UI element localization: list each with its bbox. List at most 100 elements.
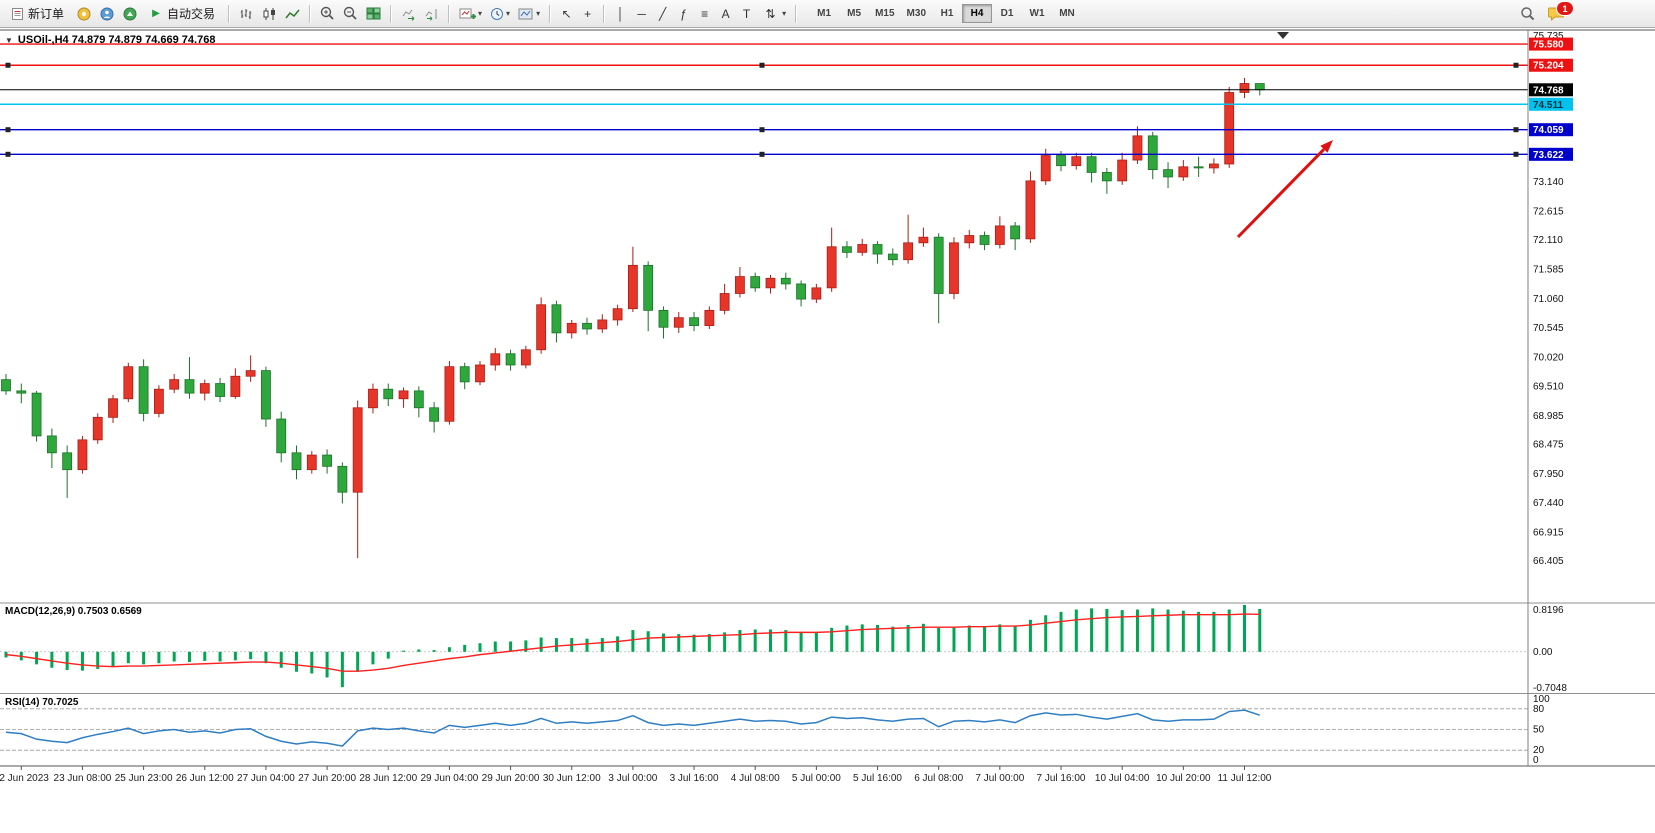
arrows-dropdown[interactable]: ⇅ ▾ [758, 3, 789, 24]
horizontal-line-tool-icon[interactable]: ─ [637, 6, 646, 21]
notifications-button[interactable]: 1 [1548, 1, 1574, 21]
toolbar-separator [309, 4, 312, 23]
svg-text:72.615: 72.615 [1533, 207, 1564, 218]
svg-text:68.475: 68.475 [1533, 440, 1564, 451]
line-chart-type-icon[interactable] [282, 3, 303, 24]
timeframe-button-h4[interactable]: H4 [962, 4, 992, 23]
new-chart-icon [459, 8, 477, 19]
chart-area[interactable]: 75.735 73.140 72.615 72.110 71.585 71.060 70.5… [0, 28, 1655, 833]
svg-text:75.735: 75.735 [1533, 31, 1564, 42]
chart-header: ▼ USOil-,H4 74.879 74.879 74.669 74.768 [5, 34, 215, 46]
svg-text:28 Jun 12:00: 28 Jun 12:00 [359, 773, 417, 784]
levels-tool-icon[interactable]: ≡ [701, 6, 709, 21]
timeframe-button-m15[interactable]: M15 [875, 8, 895, 19]
svg-text:-0.7048: -0.7048 [1533, 683, 1567, 694]
period-dropdown[interactable]: ▾ [487, 6, 513, 22]
search-icon[interactable] [1517, 3, 1538, 24]
svg-text:11 Jul 12:00: 11 Jul 12:00 [1218, 773, 1272, 784]
svg-text:3 Jul 16:00: 3 Jul 16:00 [670, 773, 719, 784]
fibonacci-tool-icon[interactable]: ƒ [680, 6, 687, 21]
chart-symbol-ohlc: USOil-,H4 74.879 74.879 74.669 74.768 [17, 34, 216, 46]
svg-text:71.060: 71.060 [1533, 294, 1564, 305]
horizontal-line-objects[interactable] [0, 43, 1528, 157]
toolbar-separator [390, 4, 393, 23]
svg-text:67.950: 67.950 [1533, 469, 1564, 480]
chart-shift-marker[interactable] [1277, 32, 1289, 39]
autotrading-button[interactable]: ▶ 自动交易 [142, 1, 222, 26]
svg-text:75.580: 75.580 [1533, 40, 1564, 51]
toolbar-separator [603, 4, 606, 23]
svg-text:75.204: 75.204 [1533, 61, 1564, 72]
svg-text:4 Jul 08:00: 4 Jul 08:00 [731, 773, 780, 784]
dropdown-caret-icon: ▾ [506, 8, 511, 18]
tile-windows-icon[interactable] [363, 3, 384, 24]
svg-text:73.140: 73.140 [1533, 177, 1564, 188]
svg-text:72.110: 72.110 [1533, 235, 1563, 246]
svg-text:3 Jul 00:00: 3 Jul 00:00 [608, 773, 657, 784]
crosshair-tool-icon[interactable]: + [584, 6, 592, 21]
candlestick-series [1, 77, 1265, 559]
autotrading-play-icon: ▶ [152, 8, 160, 19]
timeframe-button-w1[interactable]: W1 [1029, 8, 1045, 19]
template-dropdown[interactable]: ▾ [515, 6, 543, 22]
timeframe-button-m30[interactable]: M30 [906, 8, 926, 19]
svg-text:22 Jun 2023: 22 Jun 2023 [0, 773, 49, 784]
svg-text:5 Jul 00:00: 5 Jul 00:00 [792, 773, 841, 784]
svg-text:74.768: 74.768 [1533, 85, 1564, 96]
bar-chart-type-icon[interactable] [236, 3, 257, 24]
svg-text:29 Jun 20:00: 29 Jun 20:00 [482, 773, 540, 784]
cursor-tool-icon[interactable]: ↖ [561, 6, 572, 21]
signals-icon[interactable] [119, 3, 140, 24]
chart-shift-icon[interactable] [421, 3, 442, 24]
trend-arrow-annotation[interactable] [1236, 140, 1333, 239]
svg-text:74.511: 74.511 [1533, 100, 1563, 111]
svg-text:25 Jun 23:00: 25 Jun 23:00 [115, 773, 173, 784]
arrows-icon: ⇅ [765, 6, 776, 21]
svg-text:26 Jun 12:00: 26 Jun 12:00 [176, 773, 234, 784]
timeframe-button-h1[interactable]: H1 [940, 8, 954, 19]
text-tool-icon[interactable]: A [721, 6, 730, 21]
timeframe-button-d1[interactable]: D1 [1000, 8, 1014, 19]
one-click-trading-toggle-icon[interactable]: ▼ [5, 35, 13, 45]
rsi-indicator-label: RSI(14) 70.7025 [5, 697, 79, 708]
svg-text:70.020: 70.020 [1533, 353, 1564, 364]
zoom-in-icon[interactable] [317, 3, 338, 24]
zoom-out-icon[interactable] [340, 3, 361, 24]
svg-text:69.510: 69.510 [1533, 381, 1564, 392]
chart-canvas[interactable]: 75.735 73.140 72.615 72.110 71.585 71.060 70.5… [0, 28, 1655, 833]
timeframe-button-group: M1 M5 M15 M30 H1 H4 D1 W1 MN [809, 4, 1082, 23]
svg-text:50: 50 [1533, 725, 1545, 736]
svg-text:73.622: 73.622 [1533, 150, 1564, 161]
macd-indicator [0, 605, 1528, 688]
svg-text:100: 100 [1533, 694, 1550, 705]
new-chart-dropdown[interactable]: ▾ [456, 6, 485, 22]
community-icon[interactable] [96, 3, 117, 24]
svg-text:23 Jun 08:00: 23 Jun 08:00 [54, 773, 112, 784]
svg-text:27 Jun 20:00: 27 Jun 20:00 [298, 773, 356, 784]
svg-text:0: 0 [1533, 755, 1539, 766]
dropdown-caret-icon: ▾ [782, 8, 787, 18]
vertical-line-tool-icon[interactable]: │ [616, 6, 625, 21]
candlestick-chart-type-icon[interactable] [259, 3, 280, 24]
svg-text:10 Jul 20:00: 10 Jul 20:00 [1156, 773, 1211, 784]
new-order-icon [12, 7, 23, 20]
autotrading-label: 自动交易 [167, 7, 216, 21]
new-order-label: 新订单 [28, 7, 65, 21]
svg-text:67.440: 67.440 [1533, 498, 1564, 509]
timeframe-button-m5[interactable]: M5 [847, 8, 862, 19]
toolbar-right-cluster: 1 [1517, 1, 1651, 24]
toolbar-separator [228, 4, 231, 23]
wizard-icon[interactable] [73, 3, 94, 24]
svg-text:27 Jun 04:00: 27 Jun 04:00 [237, 773, 295, 784]
timeframe-button-mn[interactable]: MN [1059, 8, 1075, 19]
trendline-tool-icon[interactable]: ╱ [658, 6, 667, 21]
new-order-button[interactable]: 新订单 [4, 2, 71, 25]
auto-scroll-icon[interactable] [398, 3, 419, 24]
svg-text:74.059: 74.059 [1533, 125, 1564, 136]
svg-text:20: 20 [1533, 745, 1545, 756]
toolbar-separator [549, 4, 552, 23]
timeframe-button-m1[interactable]: M1 [817, 8, 832, 19]
label-tool-icon[interactable]: T [742, 6, 751, 21]
